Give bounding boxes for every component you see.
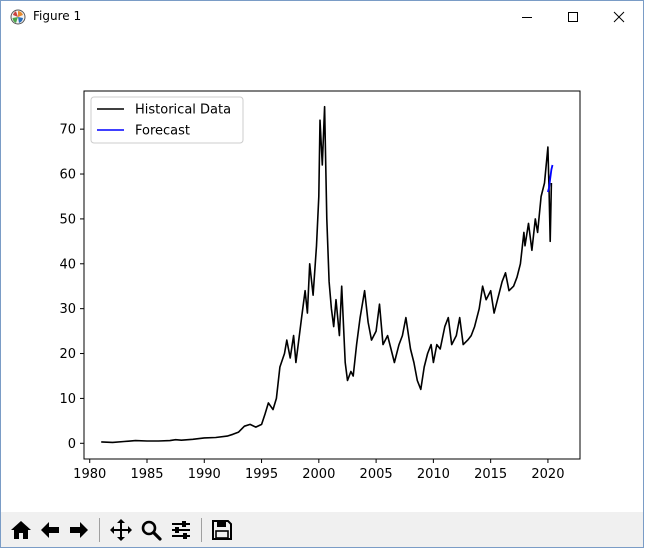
pan-button[interactable] [107, 516, 135, 544]
x-tick-label: 2005 [360, 467, 393, 482]
y-tick-label: 30 [59, 302, 76, 317]
x-tick-label: 2015 [474, 467, 507, 482]
arrow-left-icon [41, 522, 59, 538]
forward-button[interactable] [65, 516, 93, 544]
legend-label-forecast: Forecast [135, 124, 190, 139]
window-title: Figure 1 [33, 9, 82, 23]
figure-canvas[interactable]: 1980 1985 1990 1995 2000 2005 2010 2015 2020 0 10… [1, 32, 643, 512]
y-tick-label: 0 [68, 437, 76, 452]
save-button[interactable] [208, 516, 236, 544]
zoom-button[interactable] [137, 516, 165, 544]
matplotlib-icon [10, 9, 26, 25]
configure-subplots-button[interactable] [167, 516, 195, 544]
x-tick-label: 1985 [130, 467, 163, 482]
y-axis: 0 10 20 30 40 50 60 70 [59, 123, 84, 452]
arrow-right-icon [70, 522, 88, 538]
x-axis: 1980 1985 1990 1995 2000 2005 2010 2015 2020 [73, 459, 564, 482]
axes-frame [83, 90, 581, 460]
legend: Historical Data Forecast [90, 96, 244, 144]
y-tick-label: 20 [59, 347, 76, 362]
floppy-icon [212, 520, 232, 540]
title-bar[interactable]: Figure 1 [1, 1, 643, 32]
back-button[interactable] [36, 516, 64, 544]
y-tick-label: 60 [59, 168, 76, 183]
series-layer [101, 105, 554, 444]
forecast-line [547, 164, 554, 193]
y-tick-label: 70 [59, 123, 76, 138]
toolbar-separator [99, 518, 100, 542]
move-icon [110, 519, 132, 541]
home-icon [11, 521, 31, 539]
sliders-icon [172, 521, 190, 539]
y-tick-label: 40 [59, 257, 76, 272]
close-button[interactable] [596, 1, 642, 32]
y-tick-label: 10 [59, 392, 76, 407]
close-icon [613, 11, 625, 22]
navigation-toolbar [1, 512, 643, 547]
maximize-button[interactable] [550, 1, 596, 32]
x-tick-label: 2000 [302, 467, 335, 482]
x-tick-label: 1990 [188, 467, 221, 482]
x-tick-label: 1980 [73, 467, 106, 482]
minimize-icon [522, 16, 532, 18]
toolbar-separator [201, 518, 202, 542]
maximize-icon [568, 11, 578, 22]
home-button[interactable] [7, 516, 35, 544]
line-chart: 1980 1985 1990 1995 2000 2005 2010 2015 2020 0 10… [59, 90, 581, 482]
y-tick-label: 50 [59, 212, 76, 227]
legend-label-historical: Historical Data [135, 103, 231, 118]
x-tick-label: 2010 [417, 467, 450, 482]
magnifier-icon [141, 520, 162, 541]
x-tick-label: 2020 [531, 467, 564, 482]
legend-box [90, 96, 244, 144]
x-tick-label: 1995 [245, 467, 278, 482]
minimize-button[interactable] [504, 1, 550, 32]
historical-data-line [101, 105, 553, 444]
